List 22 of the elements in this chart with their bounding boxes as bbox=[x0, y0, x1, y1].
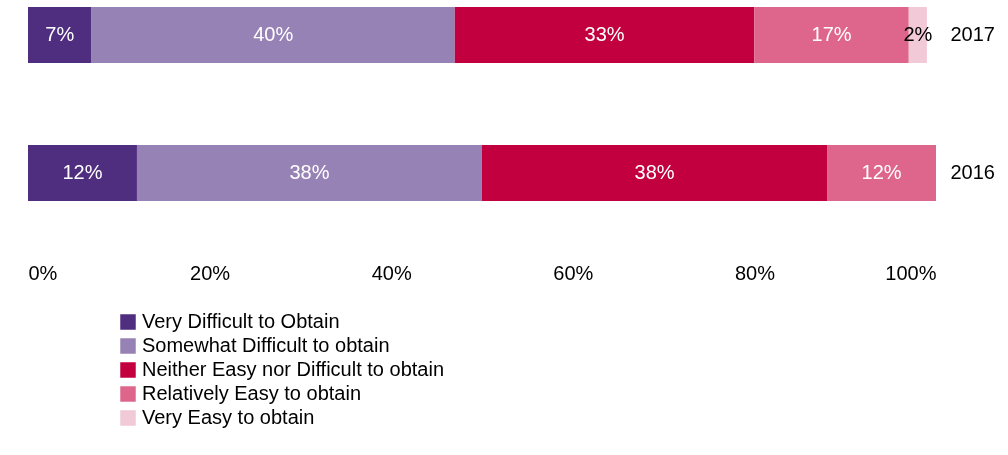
y-tick-label: 2016 bbox=[950, 161, 995, 184]
data-label: 12% bbox=[62, 161, 103, 184]
x-tick-label: 100% bbox=[885, 261, 937, 284]
data-label: 12% bbox=[861, 161, 902, 184]
legend-label: Relatively Easy to obtain bbox=[142, 382, 362, 404]
data-label: 2% bbox=[903, 22, 933, 45]
legend-label: Very Difficult to Obtain bbox=[142, 310, 340, 332]
data-label: 38% bbox=[289, 161, 330, 184]
x-tick-label: 20% bbox=[190, 261, 231, 284]
x-tick-label: 60% bbox=[553, 261, 594, 284]
x-tick-label: 0% bbox=[28, 261, 58, 284]
x-tick-label: 40% bbox=[371, 261, 412, 284]
data-label: 7% bbox=[45, 22, 75, 45]
legend-label: Somewhat Difficult to obtain bbox=[142, 334, 390, 356]
legend-label: Very Easy to obtain bbox=[142, 406, 315, 428]
data-label: 33% bbox=[584, 22, 625, 45]
y-tick-label: 2017 bbox=[950, 22, 995, 45]
data-label: 17% bbox=[811, 22, 852, 45]
data-label: 38% bbox=[634, 161, 675, 184]
x-tick-label: 80% bbox=[734, 261, 776, 284]
data-label: 40% bbox=[253, 22, 294, 45]
legend-label: Neither Easy nor Difficult to obtain bbox=[142, 358, 445, 380]
